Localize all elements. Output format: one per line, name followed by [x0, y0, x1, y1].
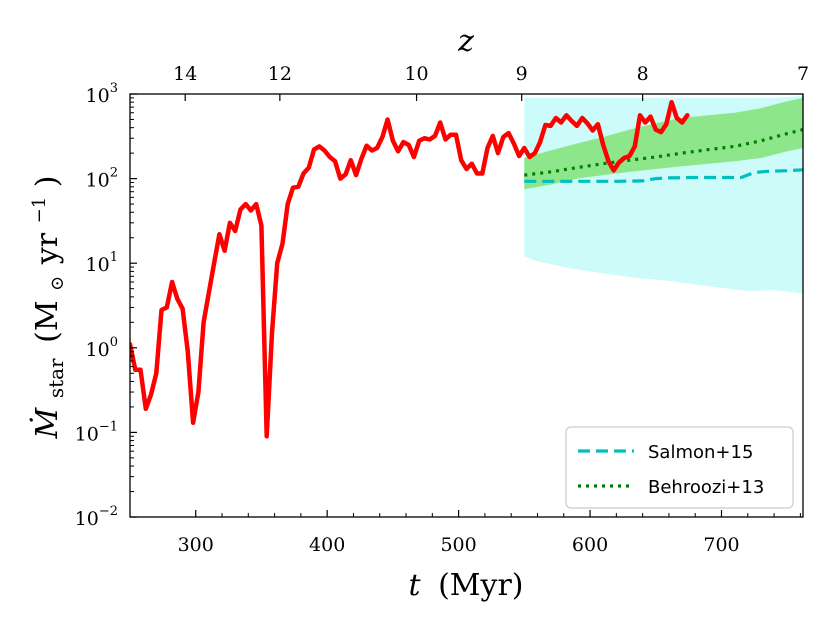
y-tick-base: 10 [86, 170, 110, 192]
top-tick-label: 14 [173, 63, 197, 85]
y-axis-unit-close: ) [30, 176, 65, 188]
legend-box [565, 426, 794, 509]
top-axis-label: z [457, 24, 474, 59]
top-tick-label: 12 [268, 63, 292, 85]
salmon-line [524, 168, 803, 183]
x-tick-label: 600 [572, 534, 608, 556]
x-tick-label: 700 [703, 534, 739, 556]
y-tick-base: 10 [86, 254, 110, 276]
legend-behroozi-label: Behroozi+13 [648, 477, 764, 498]
y-tick-label: 100 [86, 335, 118, 361]
y-tick-base: 10 [86, 85, 110, 107]
y-tick-label: 101 [86, 250, 118, 276]
x-axis-unit: (Myr) [438, 568, 523, 603]
y-tick-exp: 3 [110, 81, 118, 96]
y-tick-exp: −2 [99, 504, 118, 519]
y-axis-sub: star [44, 358, 68, 398]
y-axis-unit-open: (M [30, 300, 65, 342]
y-tick-exp: 0 [110, 335, 118, 350]
plot-frame [129, 93, 804, 518]
y-axis-sup: −1 [29, 197, 50, 224]
y-tick-base: 10 [86, 339, 110, 361]
y-tick-label: 10−1 [75, 419, 118, 445]
x-tick-label: 500 [440, 534, 476, 556]
top-tick-label: 10 [404, 63, 428, 85]
x-axis-var: t [408, 568, 421, 603]
top-tick-label: 7 [797, 63, 809, 85]
y-tick-base: 10 [75, 508, 99, 530]
plot-area [130, 95, 803, 439]
y-tick-label: 103 [86, 81, 118, 107]
y-tick-base: 10 [75, 423, 99, 445]
x-tick-label: 300 [178, 534, 214, 556]
sfr-line [130, 99, 690, 439]
y-tick-exp: 2 [110, 166, 118, 181]
legend: Salmon+15 Behroozi+13 [565, 426, 794, 509]
y-tick-label: 102 [86, 166, 118, 192]
x-tick-label: 400 [309, 534, 345, 556]
y-tick-exp: −1 [99, 419, 118, 434]
legend-salmon-label: Salmon+15 [648, 442, 753, 463]
x-axis-label: t (Myr) [408, 568, 523, 603]
y-axis-label: Ṁ star (M ⊙ yr −1 ) [18, 176, 71, 440]
top-tick-label: 9 [516, 63, 528, 85]
y-axis-sun: ⊙ [47, 276, 68, 291]
y-axis-var: Ṁ [29, 406, 65, 439]
top-tick-label: 8 [637, 63, 649, 85]
behroozi-line [524, 128, 803, 177]
y-tick-exp: 1 [110, 250, 118, 265]
y-tick-label: 10−2 [75, 504, 118, 530]
behroozi-band [524, 97, 803, 190]
y-axis-unit-mid: yr [30, 232, 65, 265]
